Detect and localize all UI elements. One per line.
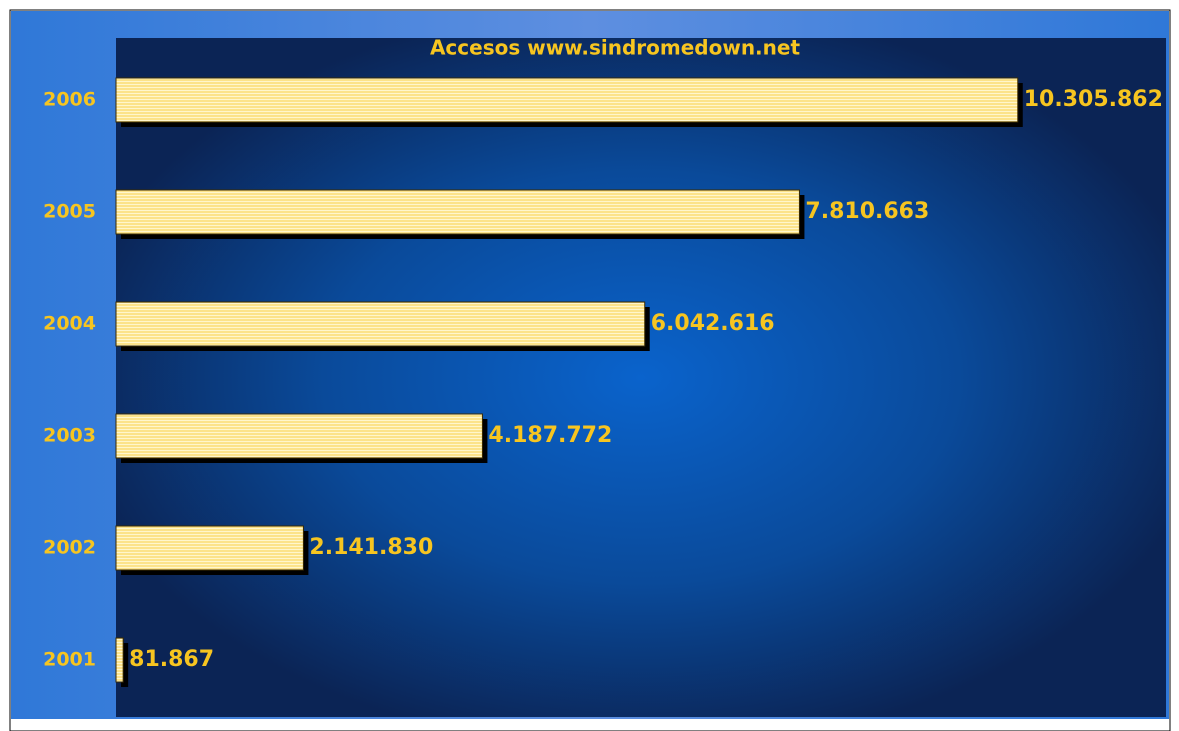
- value-label: 10.305.862: [1024, 87, 1163, 112]
- value-label: 6.042.616: [651, 311, 775, 336]
- value-label: 4.187.772: [488, 423, 612, 448]
- y-tick-label: 2006: [43, 89, 96, 111]
- bar: [115, 525, 304, 571]
- bar: [115, 301, 646, 347]
- y-tick-label: 2004: [43, 313, 96, 335]
- y-tick-label: 2005: [43, 201, 96, 223]
- value-label: 81.867: [129, 647, 214, 672]
- bar: [115, 189, 800, 235]
- y-tick-label: 2003: [43, 425, 96, 447]
- value-label: 7.810.663: [805, 199, 929, 224]
- frame: [9, 9, 1171, 731]
- bar: [115, 413, 483, 459]
- chart-title: Accesos www.sindromedown.net: [430, 36, 801, 60]
- bar: [115, 637, 124, 683]
- bar-shadow: [121, 643, 129, 687]
- plot-area: [116, 38, 1166, 717]
- y-tick-label: 2001: [43, 649, 96, 671]
- y-tick-label: 2002: [43, 537, 96, 559]
- bar: [115, 77, 1019, 123]
- value-label: 2.141.830: [309, 535, 433, 560]
